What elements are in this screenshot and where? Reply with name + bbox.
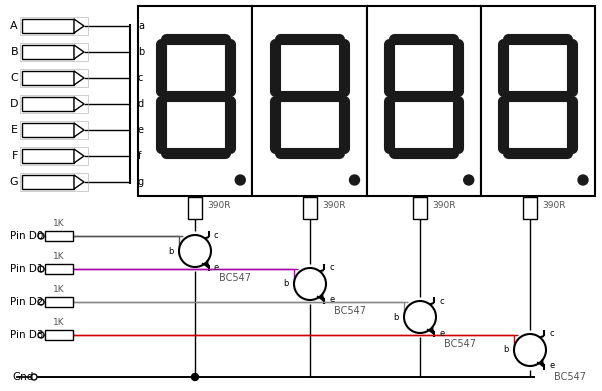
Circle shape xyxy=(514,334,546,366)
Bar xyxy=(45,297,73,307)
Bar xyxy=(413,197,427,219)
Text: A: A xyxy=(10,21,18,31)
Text: BC547: BC547 xyxy=(444,339,476,349)
Bar xyxy=(138,6,252,196)
Text: 1K: 1K xyxy=(53,285,65,294)
Bar xyxy=(20,147,88,165)
Polygon shape xyxy=(74,19,84,33)
Text: Pin D2: Pin D2 xyxy=(10,297,43,307)
Text: g: g xyxy=(138,177,144,187)
Bar xyxy=(22,71,74,85)
Circle shape xyxy=(38,332,44,338)
Text: 390R: 390R xyxy=(322,201,346,210)
Text: E: E xyxy=(11,125,18,135)
Text: e: e xyxy=(439,328,444,337)
Bar xyxy=(22,149,74,163)
Text: b: b xyxy=(284,280,289,289)
Text: f: f xyxy=(138,151,141,161)
Text: c: c xyxy=(329,264,334,273)
Text: a: a xyxy=(138,21,144,31)
Text: e: e xyxy=(549,362,554,371)
Bar xyxy=(481,6,595,196)
Bar xyxy=(45,330,73,340)
Polygon shape xyxy=(74,71,84,85)
Text: BC547: BC547 xyxy=(334,306,366,316)
Polygon shape xyxy=(74,149,84,163)
Bar xyxy=(22,123,74,137)
Text: G: G xyxy=(10,177,18,187)
Text: BC547: BC547 xyxy=(554,372,586,382)
Text: D: D xyxy=(10,99,18,109)
Bar xyxy=(22,45,74,59)
Polygon shape xyxy=(74,175,84,189)
Bar xyxy=(20,121,88,139)
Circle shape xyxy=(464,175,474,185)
Circle shape xyxy=(179,235,211,267)
Text: e: e xyxy=(214,262,219,271)
Text: b: b xyxy=(169,246,174,255)
Polygon shape xyxy=(74,97,84,111)
Circle shape xyxy=(404,301,436,333)
Circle shape xyxy=(38,233,44,239)
Text: 390R: 390R xyxy=(207,201,231,210)
Bar xyxy=(45,264,73,274)
Text: 1K: 1K xyxy=(53,219,65,228)
Bar xyxy=(188,197,202,219)
Text: b: b xyxy=(394,312,399,321)
Text: F: F xyxy=(11,151,18,161)
Bar xyxy=(20,95,88,113)
Circle shape xyxy=(191,373,199,380)
Circle shape xyxy=(38,299,44,305)
Bar xyxy=(45,231,73,241)
Text: Pin D1: Pin D1 xyxy=(10,264,43,274)
Text: Gnd: Gnd xyxy=(12,372,33,382)
Text: 390R: 390R xyxy=(432,201,456,210)
Text: Pin D3: Pin D3 xyxy=(10,330,43,340)
Polygon shape xyxy=(74,123,84,137)
Circle shape xyxy=(235,175,245,185)
Text: c: c xyxy=(138,73,143,83)
Text: b: b xyxy=(504,346,509,355)
Circle shape xyxy=(578,175,588,185)
Text: BC547: BC547 xyxy=(219,273,251,283)
Polygon shape xyxy=(74,45,84,59)
Circle shape xyxy=(294,268,326,300)
Bar xyxy=(22,19,74,33)
Text: b: b xyxy=(138,47,144,57)
Circle shape xyxy=(31,374,37,380)
Bar xyxy=(523,197,537,219)
Bar xyxy=(20,17,88,35)
Bar xyxy=(252,6,367,196)
Text: c: c xyxy=(439,296,444,305)
Text: Pin D0: Pin D0 xyxy=(10,231,43,241)
Bar xyxy=(22,97,74,111)
Text: B: B xyxy=(10,47,18,57)
Text: c: c xyxy=(214,231,219,240)
Bar xyxy=(367,6,481,196)
Bar xyxy=(303,197,317,219)
Text: c: c xyxy=(549,330,554,339)
Text: 390R: 390R xyxy=(542,201,565,210)
Circle shape xyxy=(350,175,359,185)
Bar xyxy=(22,175,74,189)
Text: d: d xyxy=(138,99,144,109)
Circle shape xyxy=(38,266,44,272)
Text: 1K: 1K xyxy=(53,252,65,261)
Bar xyxy=(20,43,88,61)
Bar xyxy=(20,173,88,191)
Text: 1K: 1K xyxy=(53,318,65,327)
Bar xyxy=(20,69,88,87)
Text: C: C xyxy=(10,73,18,83)
Text: e: e xyxy=(329,296,334,305)
Text: e: e xyxy=(138,125,144,135)
